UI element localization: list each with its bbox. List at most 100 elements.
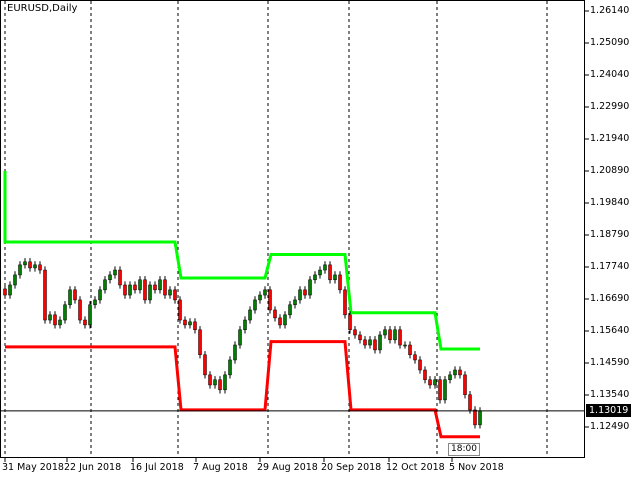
candle-body (253, 299, 257, 311)
candle-body (293, 299, 297, 306)
candle-body (203, 354, 207, 376)
x-tick-label: 29 Aug 2018 (257, 462, 318, 473)
candle-body (393, 329, 397, 341)
y-tick-label: 1.12490 (590, 421, 630, 432)
candle-body (323, 264, 327, 271)
candle-body (298, 289, 302, 301)
candle-body (383, 329, 387, 336)
candle-body (438, 379, 442, 401)
candle-body (113, 269, 117, 276)
candle-body (138, 279, 142, 291)
candle-body (198, 329, 202, 356)
candle-body (338, 274, 342, 291)
candle-body (108, 274, 112, 281)
candle-body (48, 314, 52, 321)
candle-body (43, 269, 47, 321)
candle-body (368, 339, 372, 346)
candle-body (83, 319, 87, 326)
candle-body (123, 284, 127, 296)
y-tick-label: 1.24040 (590, 69, 630, 80)
candle-body (118, 269, 122, 286)
candle-body (453, 369, 457, 376)
y-tick-label: 1.19840 (590, 197, 630, 208)
candle-body (468, 394, 472, 411)
candle-body (403, 344, 407, 347)
candle-body (68, 289, 72, 306)
candle-body (363, 339, 367, 346)
y-tick-label: 1.26140 (590, 5, 630, 16)
lower-channel-line (5, 340, 480, 439)
candle-body (218, 379, 222, 391)
y-tick-label: 1.21940 (590, 133, 630, 144)
y-tick-label: 1.16690 (590, 293, 630, 304)
candle-body (18, 264, 22, 276)
candle-body (423, 369, 427, 381)
candle-body (98, 289, 102, 301)
candle-body (38, 264, 42, 271)
candle-body (238, 329, 242, 346)
candle-body (63, 304, 67, 321)
candle-body (418, 359, 422, 371)
candle-body (448, 374, 452, 381)
candle-body (13, 274, 17, 286)
candle-body (228, 359, 232, 376)
candle-body (78, 299, 82, 321)
candle-body (283, 314, 287, 326)
candle-body (178, 299, 182, 321)
candle-body (328, 264, 332, 281)
candle-body (478, 410, 482, 426)
candle-body (148, 284, 152, 301)
candle-body (188, 321, 192, 326)
candle-body (33, 264, 37, 269)
candle-body (308, 279, 312, 296)
candle-body (388, 329, 392, 341)
candle-body (373, 339, 377, 351)
y-tick-label: 1.18790 (590, 229, 630, 240)
candle-body (263, 289, 267, 296)
candle-body (313, 274, 317, 281)
candle-body (158, 279, 162, 291)
upper-channel-line (3, 171, 480, 351)
candle-body (268, 289, 272, 311)
candle-body (288, 304, 292, 316)
candle-body (358, 334, 362, 341)
candle-body (258, 294, 262, 301)
candle-body (143, 279, 147, 301)
candle-body (3, 288, 7, 296)
timeline-marker[interactable]: 18:00 (448, 443, 480, 456)
candle-body (348, 314, 352, 331)
y-tick-label: 1.15640 (590, 325, 630, 336)
candle-body (458, 369, 462, 376)
candle-body (278, 317, 282, 326)
candle-body (343, 289, 347, 316)
candle-body (58, 319, 62, 326)
candle-body (433, 379, 437, 386)
candle-body (428, 379, 432, 386)
candle-body (8, 284, 12, 296)
candle-body (318, 269, 322, 276)
candle-body (128, 284, 132, 296)
candle-body (73, 289, 77, 301)
candle-body (168, 289, 172, 296)
candle-body (208, 374, 212, 386)
candle-body (153, 284, 157, 291)
candle-body (473, 409, 477, 426)
candle-body (193, 321, 197, 331)
x-tick-label: 31 May 2018 (2, 462, 64, 473)
x-tick-label: 22 Jun 2018 (64, 462, 122, 473)
candle-body (353, 329, 357, 336)
candle-body (133, 284, 137, 291)
y-tick-label: 1.20890 (590, 165, 630, 176)
x-tick-label: 20 Sep 2018 (321, 462, 382, 473)
candle-body (273, 309, 277, 319)
candle-body (413, 354, 417, 361)
candle-body (243, 319, 247, 331)
candle-body (53, 314, 57, 326)
candle-body (163, 279, 167, 296)
y-tick-label: 1.14590 (590, 357, 630, 368)
plot-frame (0, 0, 585, 458)
candle-body (103, 279, 107, 291)
candle-body (213, 379, 217, 386)
candle-body (88, 304, 92, 326)
